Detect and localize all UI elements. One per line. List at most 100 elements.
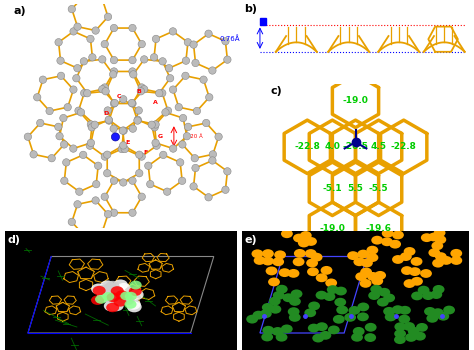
Circle shape — [87, 121, 95, 128]
Circle shape — [106, 285, 121, 296]
Circle shape — [169, 86, 177, 93]
Circle shape — [121, 145, 128, 153]
Text: C: C — [117, 93, 122, 98]
Circle shape — [351, 333, 363, 342]
Circle shape — [129, 100, 136, 107]
Circle shape — [273, 291, 284, 300]
Circle shape — [88, 124, 95, 131]
Circle shape — [260, 309, 272, 318]
Circle shape — [262, 326, 274, 335]
Circle shape — [306, 259, 318, 267]
Circle shape — [101, 193, 109, 201]
Circle shape — [110, 100, 118, 107]
Circle shape — [68, 5, 75, 13]
Circle shape — [304, 308, 316, 317]
Circle shape — [370, 285, 382, 294]
Circle shape — [274, 250, 286, 259]
Circle shape — [92, 197, 100, 204]
Circle shape — [108, 285, 121, 295]
Circle shape — [300, 231, 312, 240]
Circle shape — [152, 139, 159, 147]
Polygon shape — [309, 162, 356, 216]
Circle shape — [184, 38, 191, 46]
Circle shape — [357, 313, 369, 321]
Circle shape — [179, 114, 187, 122]
Circle shape — [432, 308, 444, 317]
Circle shape — [83, 90, 91, 97]
Circle shape — [404, 247, 416, 256]
Circle shape — [432, 259, 444, 268]
Circle shape — [224, 56, 231, 63]
Circle shape — [73, 75, 80, 82]
Circle shape — [392, 305, 404, 314]
Circle shape — [434, 229, 446, 237]
Circle shape — [336, 306, 348, 314]
Circle shape — [111, 133, 119, 141]
Circle shape — [93, 286, 106, 295]
Circle shape — [68, 218, 75, 226]
Text: e): e) — [244, 234, 256, 245]
Polygon shape — [332, 74, 379, 128]
Circle shape — [288, 269, 300, 278]
Circle shape — [129, 281, 142, 289]
Circle shape — [190, 183, 197, 190]
Circle shape — [63, 159, 70, 166]
Circle shape — [383, 307, 395, 316]
Polygon shape — [148, 155, 182, 192]
Polygon shape — [309, 202, 356, 256]
Circle shape — [353, 327, 365, 336]
Circle shape — [365, 323, 377, 332]
Circle shape — [305, 249, 317, 258]
Circle shape — [81, 89, 88, 97]
Circle shape — [405, 333, 417, 342]
Circle shape — [427, 314, 438, 323]
Polygon shape — [193, 161, 228, 197]
Circle shape — [129, 177, 136, 184]
Circle shape — [178, 177, 186, 184]
Circle shape — [206, 93, 213, 101]
Text: -19.0: -19.0 — [319, 224, 346, 233]
Circle shape — [61, 177, 68, 184]
Circle shape — [155, 90, 163, 97]
Circle shape — [381, 237, 393, 246]
Circle shape — [246, 315, 258, 323]
Circle shape — [433, 285, 445, 294]
Circle shape — [104, 210, 112, 218]
Circle shape — [175, 104, 182, 111]
Circle shape — [291, 289, 302, 298]
Circle shape — [347, 251, 359, 260]
Circle shape — [272, 257, 284, 266]
Circle shape — [119, 142, 127, 149]
Polygon shape — [72, 0, 108, 30]
Circle shape — [70, 86, 77, 93]
Circle shape — [398, 315, 410, 323]
Circle shape — [292, 257, 304, 266]
Circle shape — [325, 279, 337, 287]
Circle shape — [308, 301, 320, 310]
Circle shape — [164, 107, 172, 114]
Polygon shape — [132, 89, 168, 125]
Circle shape — [138, 193, 146, 201]
Circle shape — [111, 99, 118, 107]
Circle shape — [125, 300, 137, 309]
Circle shape — [134, 116, 141, 124]
Circle shape — [310, 253, 322, 261]
Circle shape — [39, 76, 46, 83]
Circle shape — [333, 315, 345, 324]
Circle shape — [365, 333, 376, 342]
Circle shape — [431, 241, 443, 250]
Circle shape — [113, 279, 128, 290]
Circle shape — [91, 284, 106, 294]
Circle shape — [57, 57, 64, 64]
Circle shape — [120, 292, 132, 300]
Circle shape — [164, 188, 171, 195]
Circle shape — [110, 284, 125, 295]
Text: -19.0: -19.0 — [343, 96, 368, 105]
Circle shape — [80, 58, 88, 65]
Circle shape — [357, 250, 369, 259]
Circle shape — [392, 255, 404, 264]
Circle shape — [192, 59, 199, 67]
Circle shape — [159, 89, 166, 97]
Circle shape — [408, 327, 419, 336]
Circle shape — [91, 121, 99, 128]
